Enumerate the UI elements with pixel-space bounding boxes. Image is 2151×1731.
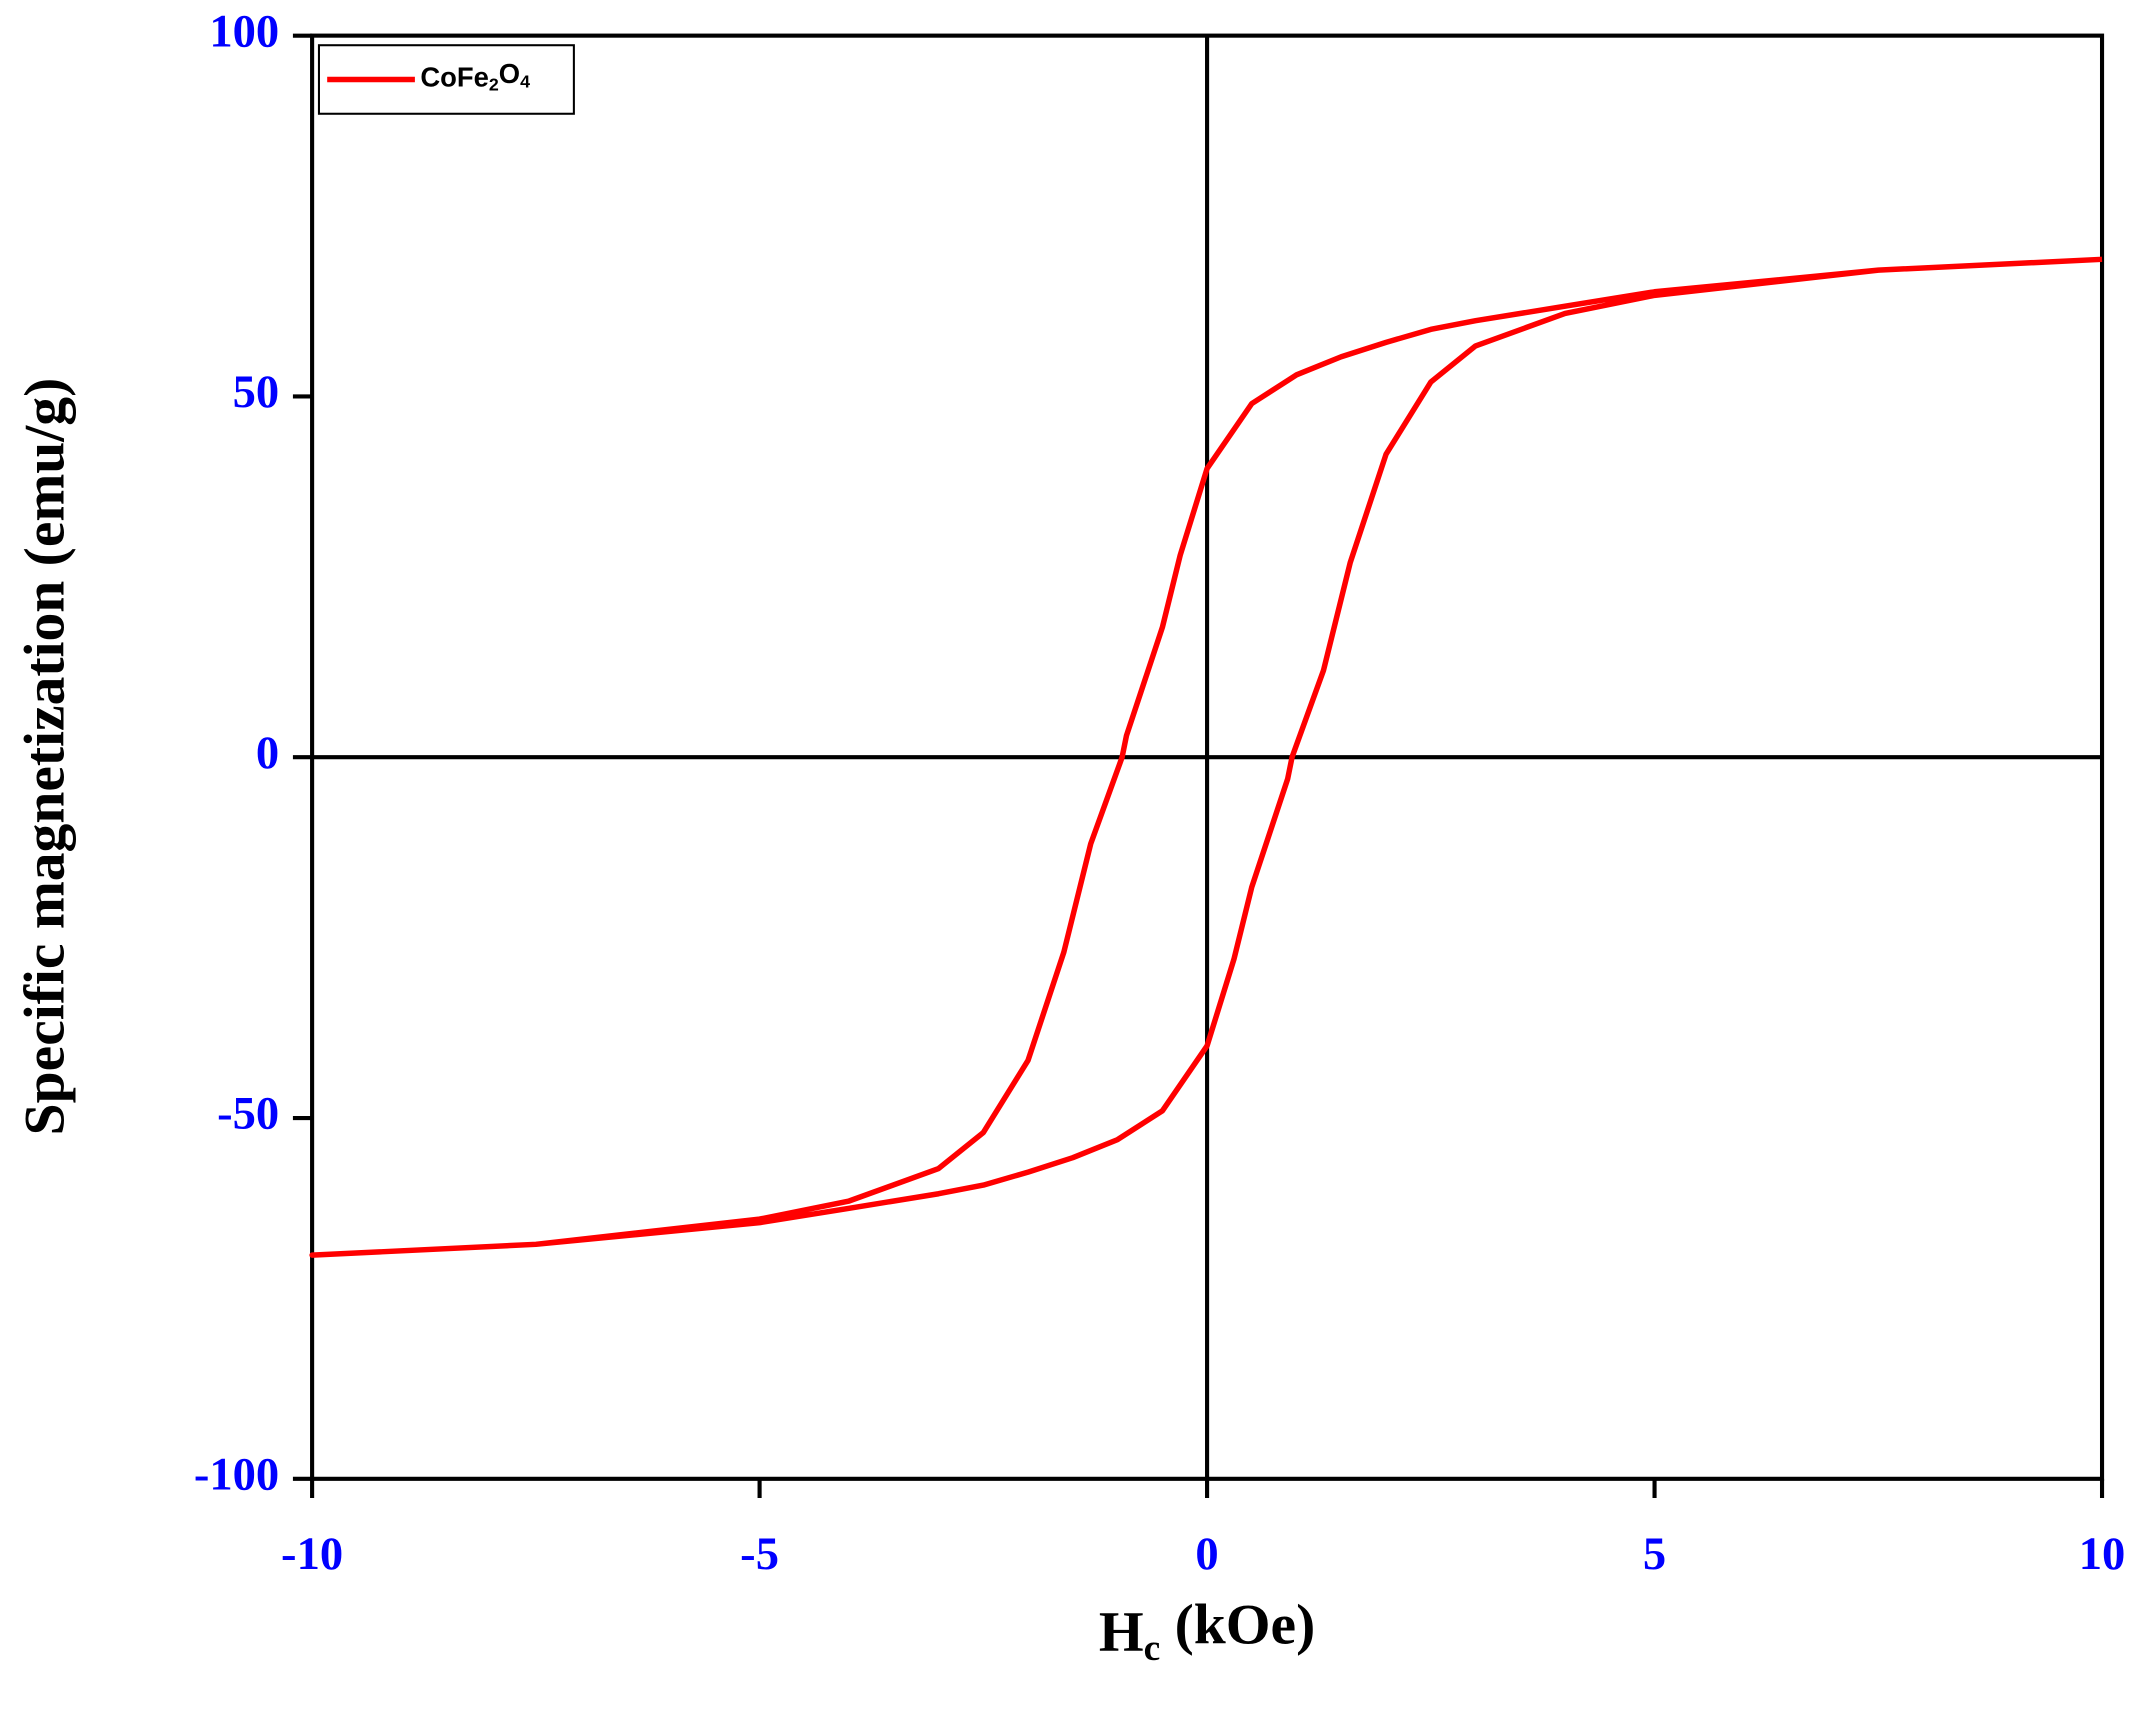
x-tick-label: 0 bbox=[1195, 1528, 1218, 1580]
y-axis-title: Specific magnetization (emu/g) bbox=[14, 378, 77, 1136]
legend-label: CoFe2O4 bbox=[420, 58, 530, 94]
x-tick-label: -5 bbox=[740, 1528, 779, 1580]
x-tick-label: -10 bbox=[281, 1528, 343, 1580]
x-tick-label: 5 bbox=[1643, 1528, 1666, 1580]
legend: CoFe2O4 bbox=[317, 44, 575, 115]
x-tick-label: 10 bbox=[2079, 1528, 2126, 1580]
y-tick-label: -50 bbox=[217, 1088, 279, 1140]
y-tick-label: 100 bbox=[209, 5, 279, 57]
x-axis-title: Hc (kOe) bbox=[1099, 1594, 1315, 1669]
data-line bbox=[309, 256, 2103, 1258]
y-tick-label: -100 bbox=[194, 1449, 279, 1501]
y-tick-label: 50 bbox=[233, 366, 280, 418]
y-tick-label: 0 bbox=[256, 727, 279, 779]
